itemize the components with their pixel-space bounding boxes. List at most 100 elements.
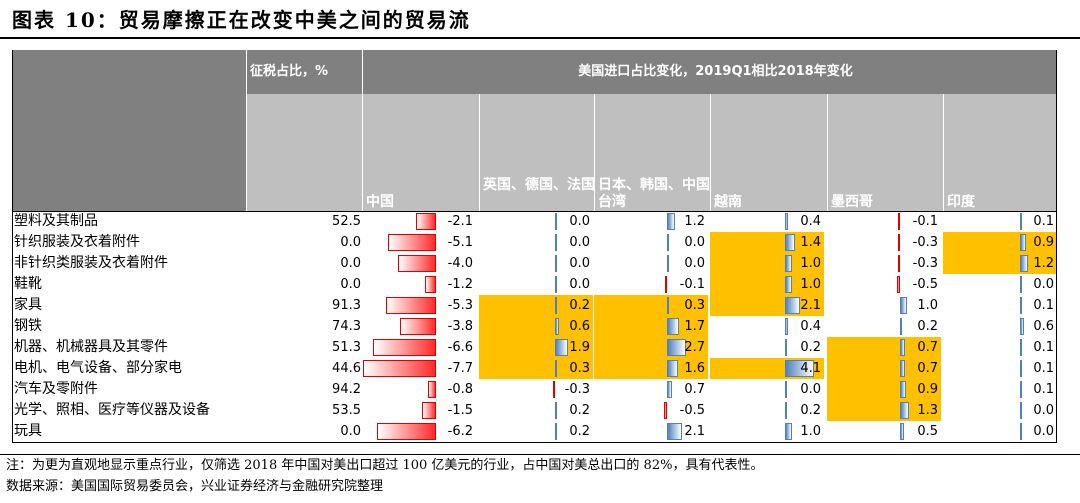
table-row: 汽车及零附件 94.2 -0.8 -0.3 0.7 0.0 0.9 0.1	[12, 379, 1057, 400]
row-label: 鞋靴	[14, 276, 42, 292]
value-bar	[896, 276, 900, 293]
change-value: 0.1	[1033, 382, 1054, 397]
change-value: 0.0	[569, 214, 590, 229]
value-bar	[1020, 255, 1029, 272]
change-value: 0.1	[1033, 214, 1054, 229]
table-row: 家具 91.3 -5.3 0.2 0.3 2.1 1.0 0.1	[12, 295, 1057, 316]
change-value: 0.2	[800, 340, 821, 355]
row-label: 机器、机械器具及其零件	[14, 339, 168, 355]
value-bar	[398, 255, 436, 272]
value-bar	[1020, 360, 1022, 377]
tax-share-value: 0.0	[340, 256, 361, 271]
table-left-line	[12, 50, 13, 442]
change-value: 1.7	[684, 319, 705, 334]
highlight-cell	[594, 358, 708, 379]
value-bar	[555, 318, 560, 335]
row-label: 光学、照相、医疗等仪器及设备	[14, 402, 210, 418]
change-value: 0.4	[800, 319, 821, 334]
change-value: 0.0	[1033, 403, 1054, 418]
change-value: 0.0	[569, 256, 590, 271]
row-label: 非针织类服装及衣着附件	[14, 255, 168, 271]
change-value: 0.6	[1033, 319, 1054, 334]
value-bar	[785, 234, 795, 251]
header-separator	[943, 94, 944, 211]
change-value: 1.2	[684, 214, 705, 229]
value-bar	[900, 402, 910, 419]
country-header: 印度	[947, 194, 975, 210]
change-value: 0.5	[917, 424, 938, 439]
value-bar	[1020, 213, 1022, 230]
value-bar	[667, 318, 679, 335]
table-top-line	[12, 211, 1057, 212]
change-value: -0.8	[447, 382, 473, 397]
change-value: 0.1	[1033, 298, 1054, 313]
value-bar	[1020, 297, 1022, 314]
value-bar	[387, 234, 436, 251]
country-header: 越南	[714, 194, 742, 210]
value-bar	[900, 381, 907, 398]
highlight-cell	[943, 232, 1057, 253]
row-label: 钢铁	[14, 318, 42, 334]
value-bar	[667, 297, 670, 314]
country-header: 墨西哥	[831, 194, 873, 210]
change-value: 0.4	[800, 214, 821, 229]
change-value: 0.0	[684, 235, 705, 250]
value-bar	[785, 339, 787, 356]
tax-share-value: 74.3	[332, 319, 361, 334]
highlight-cell	[710, 253, 824, 274]
tax-share-value: 0.0	[340, 235, 361, 250]
value-bar	[898, 213, 900, 230]
value-bar	[373, 339, 436, 356]
change-value: -1.5	[447, 403, 473, 418]
change-value: 0.7	[917, 340, 938, 355]
change-value: -0.3	[912, 256, 938, 271]
value-bar	[552, 381, 555, 398]
data-source: 数据来源：美国国际贸易委员会，兴业证券经济与金融研究院整理	[6, 479, 384, 494]
figure-title: 图表 10：贸易摩擦正在改变中美之间的贸易流	[12, 8, 471, 32]
change-value: -0.3	[912, 235, 938, 250]
tax-share-header: 征税占比，%	[250, 64, 329, 79]
value-bar	[399, 318, 436, 335]
header-separator	[362, 50, 363, 211]
note-rule	[0, 454, 1080, 455]
value-bar	[1020, 276, 1022, 293]
value-bar	[785, 276, 792, 293]
value-bar	[424, 276, 436, 293]
header-separator	[710, 94, 711, 211]
change-value: 0.9	[917, 382, 938, 397]
change-value: 1.0	[917, 298, 938, 313]
tax-share-value: 0.0	[340, 424, 361, 439]
title-rule	[0, 37, 1080, 39]
value-bar	[1020, 423, 1022, 440]
change-value: 2.1	[800, 298, 821, 313]
row-label: 针织服装及衣着附件	[14, 234, 140, 250]
value-bar	[785, 213, 788, 230]
tax-share-value: 51.3	[332, 340, 361, 355]
value-bar	[785, 360, 814, 377]
change-value: 1.0	[800, 277, 821, 292]
change-value: 0.3	[569, 361, 590, 376]
value-bar	[667, 423, 682, 440]
change-value: 1.3	[917, 403, 938, 418]
row-label: 家具	[14, 297, 42, 313]
change-value: 0.3	[684, 298, 705, 313]
tax-share-value: 0.0	[340, 277, 361, 292]
value-bar	[667, 234, 669, 251]
header-separator	[479, 94, 480, 211]
tax-share-value: 44.6	[332, 361, 361, 376]
highlight-cell	[479, 358, 593, 379]
change-value: 1.9	[569, 340, 590, 355]
change-value: -4.0	[447, 256, 473, 271]
row-label: 汽车及零附件	[14, 381, 98, 397]
value-bar	[900, 318, 902, 335]
change-value: 1.2	[1033, 256, 1054, 271]
value-bar	[1020, 318, 1025, 335]
tax-share-value: 94.2	[332, 382, 361, 397]
change-value: 1.6	[684, 361, 705, 376]
value-bar	[1020, 339, 1022, 356]
highlight-cell	[479, 295, 593, 316]
country-header: 日本、韩国、中国台湾	[598, 177, 710, 210]
change-value: -0.1	[679, 277, 705, 292]
header-left-band	[12, 50, 246, 211]
value-bar	[785, 423, 792, 440]
